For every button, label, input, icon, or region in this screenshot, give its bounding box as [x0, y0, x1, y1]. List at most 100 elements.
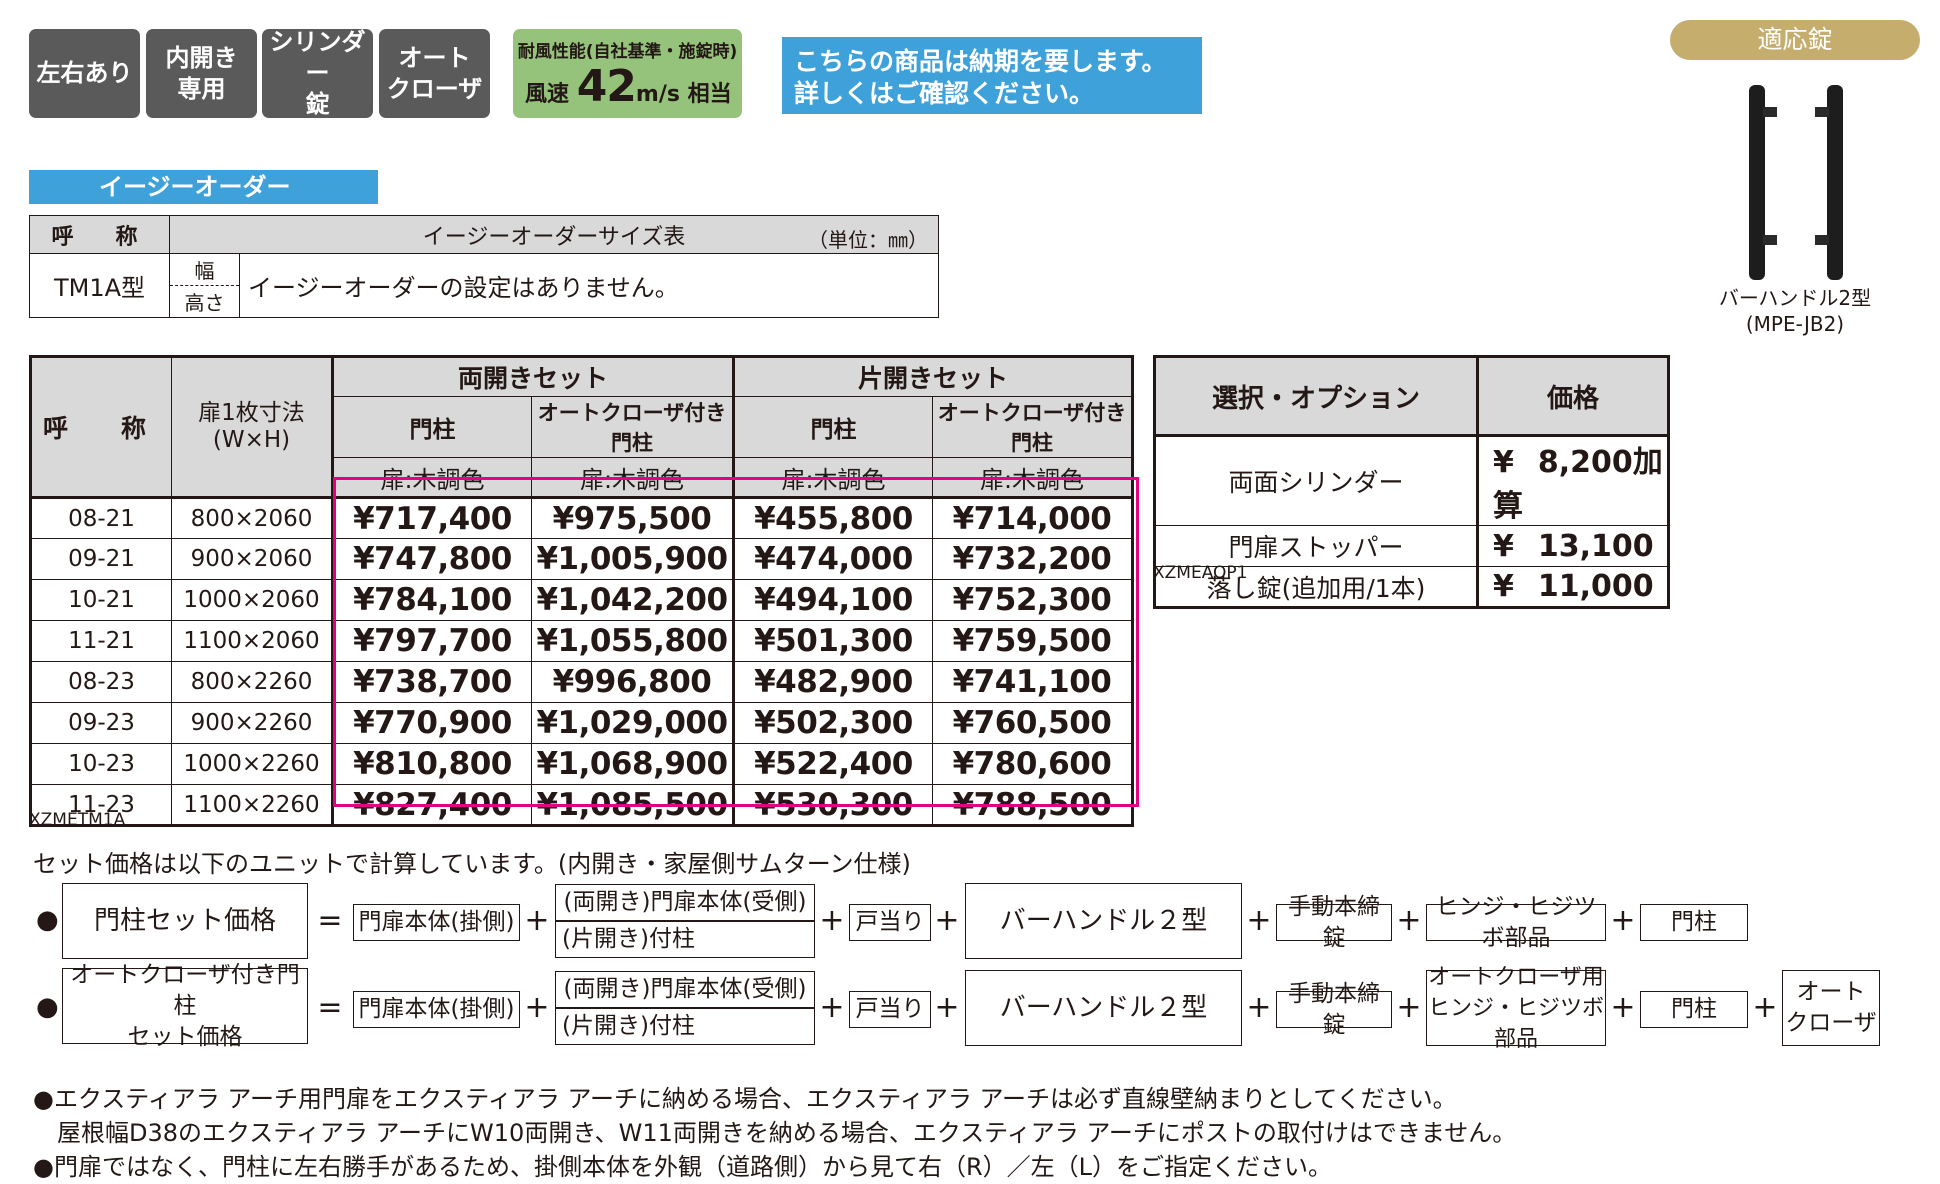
- formula1-manual-lock: 手動本締錠: [1276, 894, 1392, 951]
- price-header-post-single: 門柱: [733, 396, 933, 458]
- plus-sign: +: [819, 990, 845, 1025]
- formula1-bullet: ●: [36, 905, 59, 935]
- bar-handle-icon: [1735, 85, 1865, 280]
- price-double-auto: ¥1,005,900: [531, 538, 735, 580]
- table-row: 両面シリンダー ¥8,200加算: [1154, 434, 1669, 526]
- compatible-lock-label: 適応錠: [1670, 20, 1920, 60]
- option-yen: ¥: [1493, 445, 1514, 480]
- price-single-auto: ¥780,600: [932, 743, 1133, 785]
- row-size: 800×2260: [171, 661, 334, 703]
- easy-height-label: 高さ: [169, 285, 240, 318]
- row-name: 08-21: [30, 496, 172, 539]
- formula2-door-post: (片開き)付柱: [555, 1008, 815, 1045]
- price-table-code: XZMETM1A: [29, 810, 126, 830]
- table-row: 10-21 1000×2060 ¥784,100 ¥1,042,200 ¥494…: [30, 579, 1133, 621]
- option-price: 8,200加算: [1493, 445, 1663, 524]
- options-table-code: XZMEAOP1: [1153, 563, 1248, 583]
- easy-model: TM1A型: [29, 253, 170, 318]
- price-double-post: ¥738,700: [332, 661, 532, 703]
- equals-sign: =: [317, 903, 343, 938]
- table-row: 09-23 900×2260 ¥770,900 ¥1,029,000 ¥502,…: [30, 702, 1133, 744]
- price-header-color: 扉:木調色: [332, 457, 532, 498]
- options-header-price: 価格: [1477, 356, 1669, 436]
- option-yen: ¥: [1493, 569, 1514, 604]
- badge-cylinder-lock: シリンダー 錠: [262, 28, 373, 118]
- formula2-door-main: 門扉本体(掛側): [353, 991, 520, 1028]
- badge-auto-closer: オート クローザ: [379, 29, 490, 118]
- price-double-post: ¥827,400: [332, 784, 532, 826]
- easy-header-name: 呼 称: [29, 215, 170, 254]
- wind-prefix: 風速: [525, 82, 570, 107]
- price-single-post: ¥455,800: [733, 496, 933, 539]
- price-double-auto: ¥1,055,800: [531, 620, 735, 662]
- row-name: 11-21: [30, 620, 172, 662]
- plus-sign: +: [934, 990, 960, 1025]
- price-header-color: 扉:木調色: [932, 457, 1133, 498]
- note-1: ●エクスティアラ アーチ用門扉をエクスティアラ アーチに納める場合、エクスティア…: [33, 1085, 1457, 1113]
- row-size: 1100×2260: [171, 784, 334, 826]
- plus-sign: +: [1752, 990, 1778, 1025]
- table-row: 08-21 800×2060 ¥717,400 ¥975,500 ¥455,80…: [30, 496, 1133, 539]
- easy-header-unit: （単位：㎜）: [808, 228, 928, 252]
- price-single-post: ¥522,400: [733, 743, 933, 785]
- price-single-post: ¥530,300: [733, 784, 933, 826]
- plus-sign: +: [819, 903, 845, 938]
- price-single-auto: ¥752,300: [932, 579, 1133, 621]
- price-double-post: ¥747,800: [332, 538, 532, 580]
- option-label: 落し錠(追加用/1本): [1154, 566, 1479, 608]
- wind-title: 耐風性能(自社基準・施錠時): [517, 42, 738, 62]
- price-double-post: ¥810,800: [332, 743, 532, 785]
- plus-sign: +: [1246, 903, 1272, 938]
- price-header-name: 呼 称: [30, 356, 172, 498]
- easy-order-label: イージーオーダー: [29, 170, 378, 204]
- formula1-hinge-parts: ヒンジ・ヒジツボ部品: [1426, 894, 1606, 951]
- formula2-stopper: 戸当り: [849, 991, 931, 1028]
- price-double-post: ¥717,400: [332, 496, 532, 539]
- wind-resistance-badge: 耐風性能(自社基準・施錠時) 風速 42m/s 相当: [513, 29, 742, 118]
- easy-no-setting-message: イージーオーダーの設定はありません。: [239, 253, 939, 318]
- row-size: 1000×2260: [171, 743, 334, 785]
- row-name: 10-23: [30, 743, 172, 785]
- price-double-auto: ¥1,085,500: [531, 784, 735, 826]
- formula-intro: セット価格は以下のユニットで計算しています。(内開き・家屋側サムターン仕様): [33, 850, 911, 878]
- badge-left-right: 左右あり: [29, 29, 140, 118]
- price-single-auto: ¥714,000: [932, 496, 1133, 539]
- price-header-post: 門柱: [332, 396, 532, 458]
- formula2-bar-handle: バーハンドル２型: [965, 970, 1242, 1046]
- price-single-post: ¥482,900: [733, 661, 933, 703]
- price-double-auto: ¥1,029,000: [531, 702, 735, 744]
- price-header-color: 扉:木調色: [531, 457, 735, 498]
- badge-inward-only: 内開き 専用: [146, 29, 257, 118]
- delivery-notice: こちらの商品は納期を要します。 詳しくはご確認ください。: [782, 37, 1202, 114]
- wind-suffix: 相当: [687, 82, 732, 107]
- row-size: 900×2260: [171, 702, 334, 744]
- price-double-post: ¥797,700: [332, 620, 532, 662]
- row-name: 09-23: [30, 702, 172, 744]
- row-name: 08-23: [30, 661, 172, 703]
- option-yen: ¥: [1493, 528, 1514, 564]
- price-single-auto: ¥759,500: [932, 620, 1133, 662]
- wind-unit: m/s: [635, 82, 680, 107]
- wind-value: 42: [576, 61, 637, 112]
- price-double-auto: ¥1,042,200: [531, 579, 735, 621]
- price-header-auto-post: オートクローザ付き門柱: [531, 396, 735, 458]
- plus-sign: +: [524, 990, 550, 1025]
- table-row: 門扉ストッパー ¥13,100: [1154, 525, 1669, 567]
- plus-sign: +: [934, 903, 960, 938]
- option-price: 11,000: [1537, 569, 1654, 604]
- table-row: 10-23 1000×2260 ¥810,800 ¥1,068,900 ¥522…: [30, 743, 1133, 785]
- formula2-auto-closer: オート クローザ: [1782, 970, 1880, 1046]
- formula1-name: 門柱セット価格: [62, 883, 308, 959]
- easy-header-size-table: イージーオーダーサイズ表 （単位：㎜）: [169, 215, 939, 254]
- price-table: 呼 称 扉1枚寸法 (W×H) 両開きセット 片開きセット 門柱 オートクローザ…: [29, 355, 1134, 827]
- option-price: 13,100: [1537, 528, 1654, 564]
- price-header-size: 扉1枚寸法 (W×H): [171, 356, 334, 498]
- formula1-door-post: (片開き)付柱: [555, 921, 815, 958]
- price-single-auto: ¥741,100: [932, 661, 1133, 703]
- price-header-color: 扉:木調色: [733, 457, 933, 498]
- formula2-bullet: ●: [36, 992, 59, 1022]
- formula2-name: オートクローザ付き門柱 セット価格: [62, 962, 308, 1050]
- price-header-single: 片開きセット: [733, 356, 1133, 397]
- option-label: 両面シリンダー: [1154, 434, 1479, 526]
- note-2: 屋根幅D38のエクスティアラ アーチにW10両開き、W11両開きを納める場合、エ…: [33, 1119, 1517, 1147]
